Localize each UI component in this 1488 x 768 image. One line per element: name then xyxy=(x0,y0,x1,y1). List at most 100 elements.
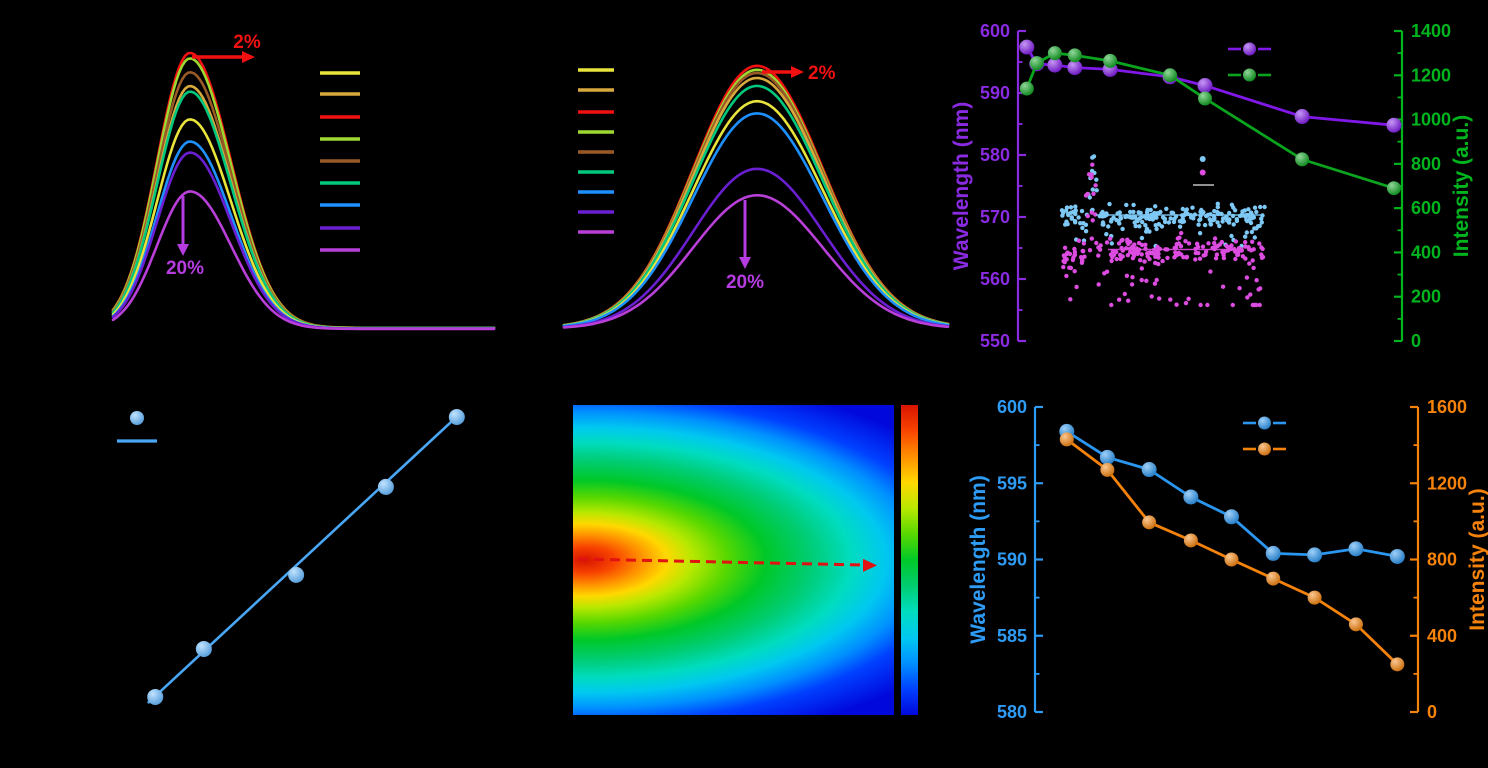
shift-arrow-down-head xyxy=(177,244,189,256)
spectrum-curve xyxy=(111,84,496,330)
series-point-wavelength xyxy=(1348,541,1364,557)
left-axis-tick-label: 600 xyxy=(980,21,1010,41)
left-axis-tick-label: 600 xyxy=(997,397,1027,417)
right-axis-tick-label: 200 xyxy=(1411,287,1441,307)
series-point-wavelength xyxy=(1047,57,1063,73)
spectrum-curve xyxy=(111,57,496,330)
inset-point-lower xyxy=(1072,246,1077,252)
left-axis-tick-label: 580 xyxy=(997,702,1027,722)
inset-point-upper xyxy=(1080,225,1085,231)
inset-point-lower xyxy=(1134,250,1139,255)
inset-point-lower xyxy=(1156,261,1161,267)
inset-point-lower xyxy=(1062,260,1067,265)
inset-point-upper xyxy=(1259,216,1264,221)
inset-point-lower xyxy=(1149,294,1154,299)
inset-point-upper xyxy=(1139,235,1145,241)
inset-point-lower xyxy=(1093,183,1098,188)
right-axis-tick-label: 0 xyxy=(1427,702,1437,722)
inset-point-lower xyxy=(1130,275,1135,280)
inset-legend-dot-upper xyxy=(1199,156,1206,162)
inset-point-lower xyxy=(1090,162,1095,167)
series-point-wavelength xyxy=(1386,117,1402,133)
inset-point-lower xyxy=(1087,248,1093,253)
inset-legend-dot-lower xyxy=(1199,169,1206,176)
inset-point-upper xyxy=(1153,204,1158,209)
inset-point-lower xyxy=(1200,244,1206,249)
inset-point-lower xyxy=(1096,282,1101,287)
annotation-start-label: 2% xyxy=(233,32,261,53)
panel-emission-spectra-b: 2% 20% xyxy=(562,63,950,329)
inset-point-lower xyxy=(1126,298,1131,303)
inset-point-lower xyxy=(1122,291,1127,297)
series-point-intensity xyxy=(1059,432,1074,447)
inset-point-lower xyxy=(1165,255,1170,261)
inset-point-upper xyxy=(1078,221,1083,226)
inset-point-lower xyxy=(1201,253,1206,258)
panel-linear-fit xyxy=(117,409,465,705)
spectrum-curve xyxy=(562,112,950,328)
inset-point-lower xyxy=(1214,252,1220,257)
inset-point-upper xyxy=(1143,223,1148,228)
inset-point-upper xyxy=(1227,210,1232,216)
inset-point-lower xyxy=(1082,254,1087,259)
inset-point-lower xyxy=(1139,252,1144,257)
shift-arrow-right-head xyxy=(791,66,804,78)
inset-point-upper xyxy=(1100,222,1105,227)
inset-point-lower xyxy=(1083,193,1089,198)
inset-point-upper xyxy=(1168,216,1173,221)
right-axis-tick-label: 1400 xyxy=(1411,21,1451,41)
inset-point-upper xyxy=(1120,226,1125,232)
inset-point-lower xyxy=(1245,295,1250,300)
inset-point-upper xyxy=(1196,222,1201,227)
inset-point-lower xyxy=(1124,273,1130,278)
series-line-wavelength xyxy=(1066,430,1398,558)
inset-point-upper xyxy=(1164,206,1169,211)
inset-point-upper xyxy=(1177,219,1183,224)
inset-point-lower xyxy=(1224,243,1229,249)
series-point-intensity xyxy=(1224,552,1239,567)
inset-point-upper xyxy=(1118,216,1124,221)
series-point-wavelength xyxy=(1223,509,1239,525)
inset-point-upper xyxy=(1207,217,1212,222)
series-line-intensity xyxy=(1065,438,1399,666)
inset-point-lower xyxy=(1173,250,1178,255)
inset-point-upper xyxy=(1063,222,1068,227)
inset-point-lower xyxy=(1068,265,1074,271)
inset-point-upper xyxy=(1064,205,1070,210)
inset-point-upper xyxy=(1172,216,1177,222)
inset-point-lower xyxy=(1144,278,1149,283)
inset-point-upper xyxy=(1197,231,1203,236)
inset-point-lower xyxy=(1248,292,1253,297)
inset-point-upper xyxy=(1252,235,1257,240)
inset-point-lower xyxy=(1243,256,1248,261)
inset-point-upper xyxy=(1111,215,1116,220)
peak-trace-arrow-head xyxy=(863,558,877,572)
right-axis-tick-label: 1200 xyxy=(1411,65,1451,85)
inset-point-lower xyxy=(1108,236,1113,241)
panel-emission-spectra-a: 2% 20% xyxy=(111,32,496,331)
inset-point-lower xyxy=(1132,242,1137,247)
inset-point-lower xyxy=(1195,241,1200,246)
inset-point-lower xyxy=(1259,245,1264,250)
inset-point-lower xyxy=(1062,245,1068,250)
inset-point-lower xyxy=(1110,254,1115,260)
legend-marker xyxy=(1258,442,1271,456)
inset-point-lower xyxy=(1064,251,1069,257)
inset-point-upper xyxy=(1144,216,1149,221)
inset-point-lower xyxy=(1252,302,1257,308)
inset-point-lower xyxy=(1152,281,1158,286)
series-point-intensity xyxy=(1198,91,1213,106)
inset-point-lower xyxy=(1174,302,1179,307)
inset-point-lower xyxy=(1109,302,1114,308)
inset-point-lower xyxy=(1078,255,1084,260)
inset-point-lower xyxy=(1259,255,1265,260)
panel-trend-top-right: 600 590 580 570 560 550 Wavelength (nm) 1400 120… xyxy=(950,21,1473,351)
right-axis-title: Intensity (a.u.) xyxy=(1450,115,1473,257)
shift-arrow-down-head xyxy=(739,257,751,269)
colorbar xyxy=(901,405,918,715)
inset-point-upper xyxy=(1133,223,1138,229)
inset-point-upper xyxy=(1232,208,1238,213)
series-point-intensity xyxy=(1029,56,1044,71)
spectrum-curve xyxy=(111,140,496,330)
series-point-wavelength xyxy=(1067,60,1083,76)
